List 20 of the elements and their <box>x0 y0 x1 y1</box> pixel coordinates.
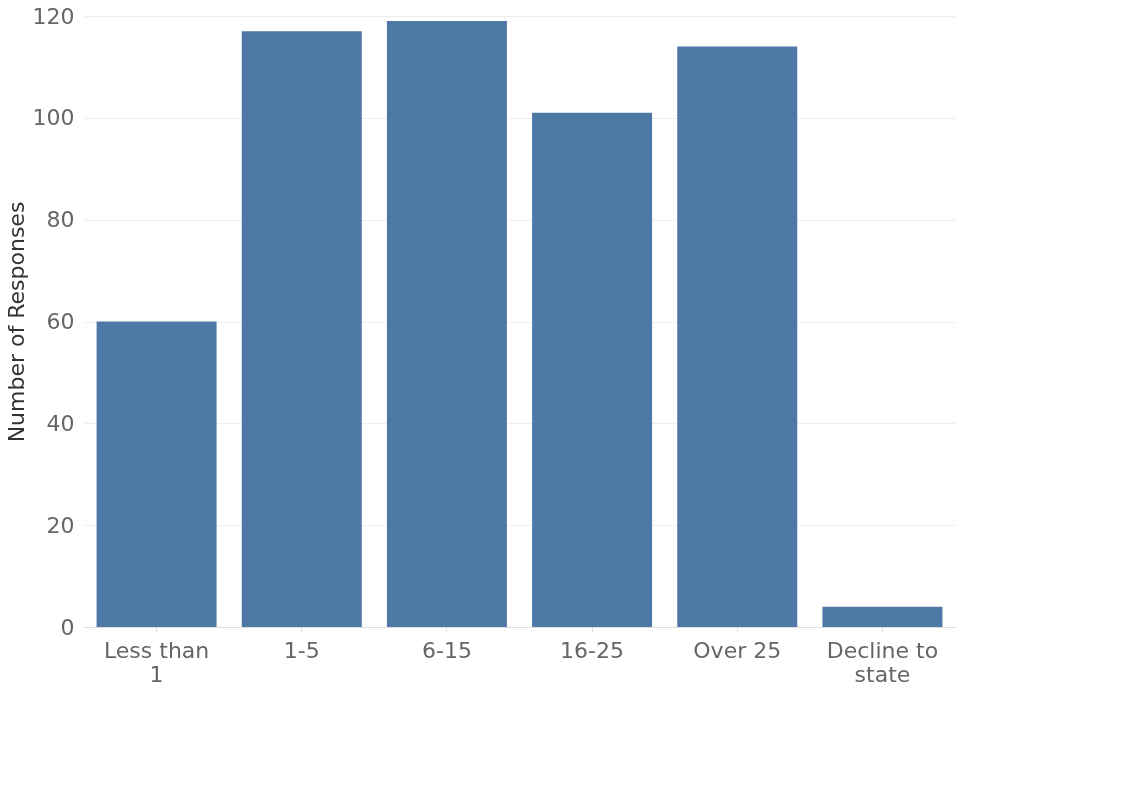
x-tick-label: 1-5 <box>283 637 320 663</box>
y-tick-label: 20 <box>46 512 75 538</box>
y-tick-label: 40 <box>46 410 75 436</box>
y-tick-label: 60 <box>46 309 75 334</box>
bar <box>822 606 943 627</box>
x-tick-label: Over 25 <box>693 637 782 663</box>
x-tick-label: 16-25 <box>560 637 625 663</box>
x-tick-label: Decline to state <box>826 637 939 687</box>
y-axis-title: Number of Responses <box>3 201 29 443</box>
y-tick-label: 100 <box>32 105 75 131</box>
y-tick-label: 80 <box>46 207 75 233</box>
bar <box>386 21 507 627</box>
y-tick-label: 120 <box>32 3 75 29</box>
x-tick-label: 6-15 <box>421 637 472 663</box>
bar <box>241 31 362 627</box>
bar <box>96 321 217 627</box>
x-tick-label: Less than 1 <box>103 637 210 687</box>
bar <box>677 46 798 627</box>
bar <box>532 112 653 627</box>
y-tick-label: 0 <box>60 614 75 640</box>
